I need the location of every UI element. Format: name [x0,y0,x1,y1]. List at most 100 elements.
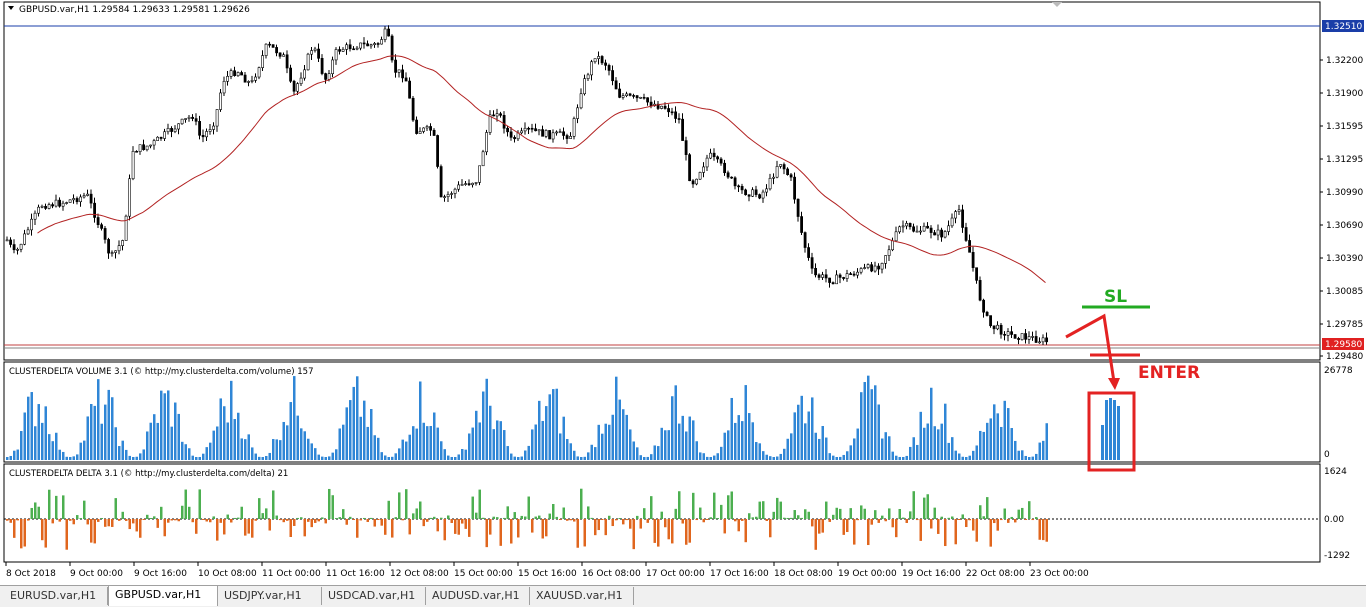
volume-bar [79,442,82,460]
volume-bar [898,456,901,460]
delta-bar [20,519,23,549]
volume-bar [671,396,674,460]
volume-bar [268,452,271,460]
candle [555,131,559,134]
volume-bar [765,454,768,460]
candle [124,215,128,241]
candle [289,67,293,82]
tab-eurusd[interactable]: EURUSD.var,H1 [4,587,108,605]
candle [359,42,363,49]
delta-bar [167,519,170,523]
delta-bar [972,519,975,531]
candle [75,198,79,203]
delta-bar [646,519,649,523]
candle [726,172,730,178]
candle [250,80,254,82]
volume-bar [475,410,478,460]
candle [292,80,296,92]
volume-bar [597,424,600,460]
price-panel[interactable] [3,1,1321,361]
candle [334,49,338,61]
moving-average-line [37,55,1046,283]
volume-bar [265,455,268,460]
volume-bar [755,442,758,460]
sl-label: SL [1104,287,1127,307]
highlight-volume-bar [1113,400,1116,460]
volume-bar [877,404,880,460]
time-tick-label: 17 Oct 16:00 [710,569,769,579]
candle [842,277,846,279]
tab-usdjpy[interactable]: USDJPY.var,H1 [218,587,322,605]
delta-bar [202,519,205,521]
delta-bar [860,505,863,519]
candle [702,166,706,173]
volume-bar [415,428,418,460]
delta-bar [345,519,348,525]
volume-bar [776,456,779,460]
volume-bar [989,418,992,460]
volume-bar [478,422,481,460]
tab-xauusd[interactable]: XAUUSD.var,H1 [530,587,634,605]
volume-bar [198,456,201,460]
candle [457,184,461,190]
candle [873,265,877,272]
tab-usdcad[interactable]: USDCAD.var,H1 [322,587,426,605]
volume-bar [520,456,523,460]
delta-bar [279,519,282,521]
candle [474,182,478,184]
tab-gbpusd[interactable]: GBPUSD.var,H1 [108,586,218,606]
candle [236,72,240,77]
delta-bar [468,519,471,537]
candle [173,128,177,132]
chart-canvas[interactable]: GBPUSD.var,H1 1.29584 1.29633 1.29581 1.… [0,0,1366,585]
candle [590,61,594,76]
candle [408,80,412,99]
volume-bar [426,426,429,460]
price-tick-label: 1.30390 [1326,254,1363,264]
volume-bar [916,444,919,460]
delta-bar [828,519,831,522]
delta-bar [888,508,891,519]
delta-bar [426,519,429,522]
delta-bar [1010,516,1013,519]
volume-bar [314,448,317,460]
candle [233,70,237,77]
delta-bar [870,519,873,525]
delta-bar [720,504,723,519]
candle [751,189,755,197]
candle [957,209,961,212]
candle [971,252,975,268]
volume-bar [436,427,439,460]
delta-bar [419,501,422,519]
volume-bar [149,422,152,460]
delta-bar [611,519,614,527]
candle [19,243,23,250]
candle [506,127,510,133]
delta-bar [982,516,985,519]
volume-bar [884,432,887,460]
delta-bar [128,519,131,530]
delta-bar [23,519,26,547]
menu-triangle-icon[interactable] [8,6,14,10]
candle [919,230,923,233]
volume-bar [506,446,509,460]
candle [376,43,380,45]
volume-bar [863,382,866,460]
volume-bar [937,429,940,460]
delta-bar [457,519,460,535]
candle [401,69,405,79]
tab-audusd[interactable]: AUDUSD.var,H1 [426,587,530,605]
delta-bar [1045,519,1048,542]
delta-bar [163,519,166,537]
volume-bar [576,456,579,460]
delta-bar [496,517,499,519]
delta-bar [636,515,639,519]
volume-bar [307,438,310,460]
delta-bar [706,519,709,521]
delta-bar [198,489,201,519]
volume-bar [947,442,950,460]
volume-bar [160,390,163,460]
price-scale[interactable]: 1.32200 1.31900 1.31595 1.31295 1.30990 1.306… [1320,20,1364,362]
volume-bar [965,457,968,460]
